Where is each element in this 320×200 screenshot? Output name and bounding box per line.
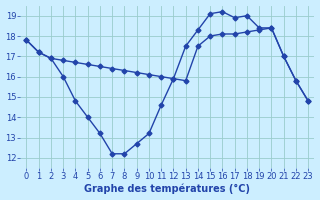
X-axis label: Graphe des températures (°C): Graphe des températures (°C) bbox=[84, 184, 250, 194]
